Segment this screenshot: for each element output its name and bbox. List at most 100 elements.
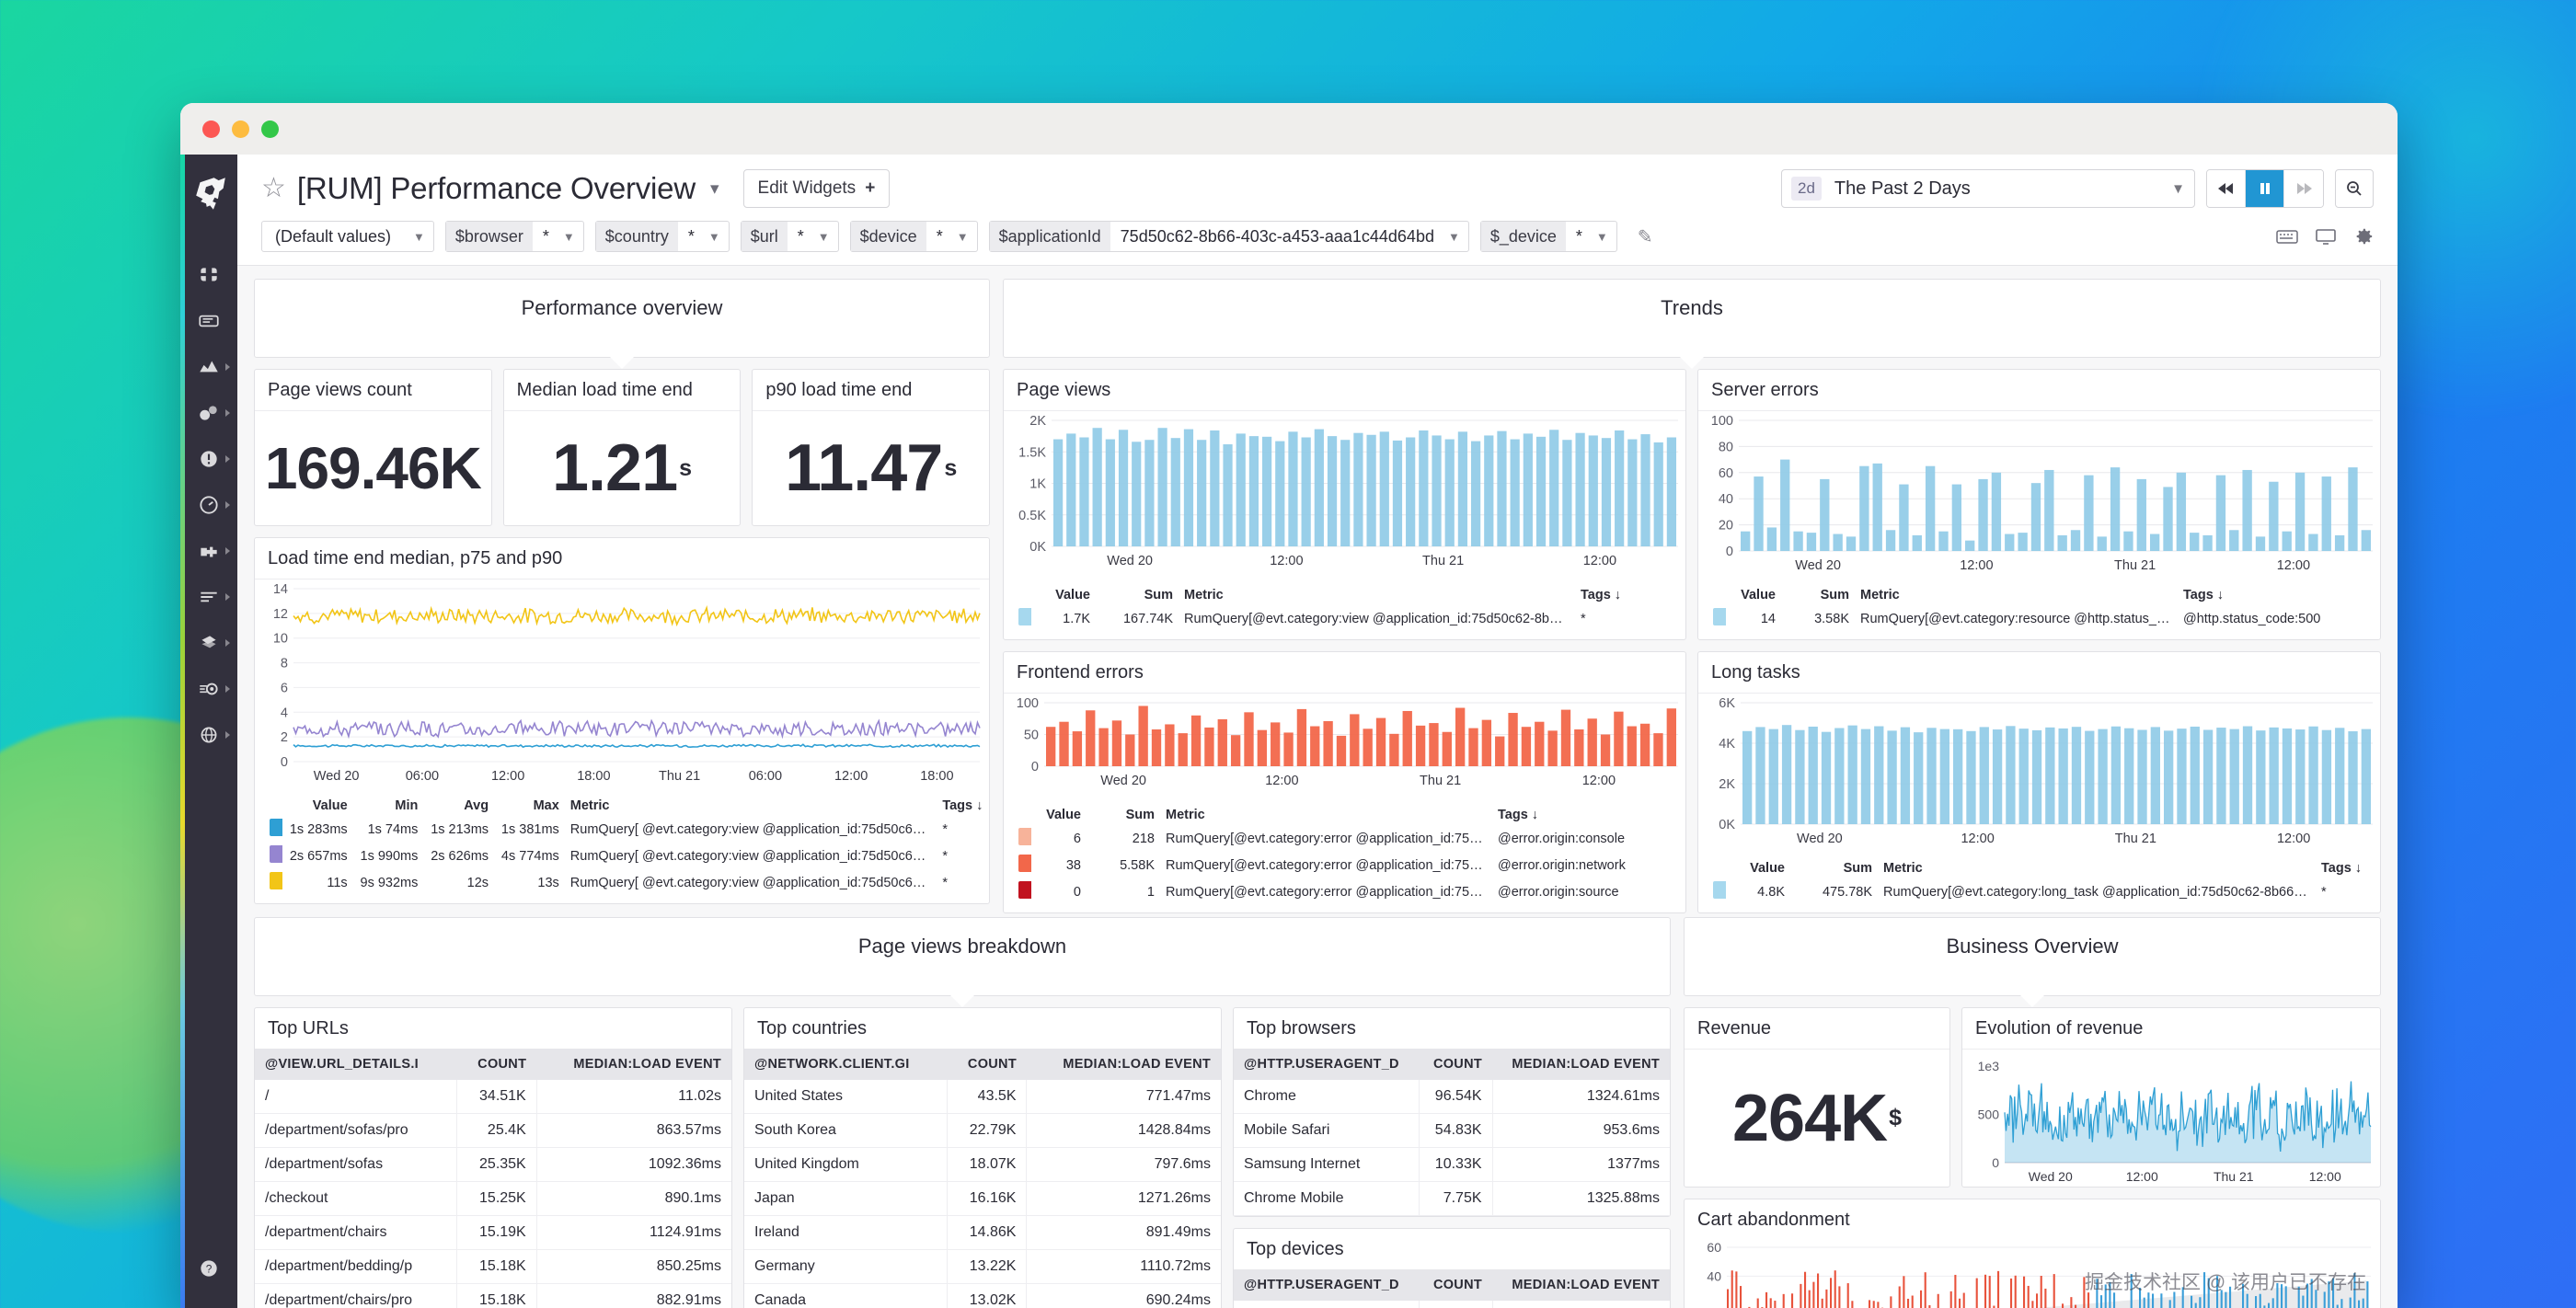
table-row[interactable]: Mobile Safari 54.83K 953.6ms [1234, 1113, 1670, 1148]
chevron-down-icon[interactable]: ▾ [709, 178, 719, 199]
legend-row[interactable]: 0 1 RumQuery[@evt.category:error @applicat… [1013, 878, 1676, 905]
chart-frontend-errors[interactable]: 0 50 100 Wed 20 12:00 Thu 21 12:00 [1004, 694, 1685, 799]
column-header[interactable]: MEDIAN:LOAD EVENT [1492, 1049, 1670, 1080]
sidebar-item-monitors[interactable] [184, 436, 234, 482]
template-var-browser[interactable]: $browser * ▼ [444, 221, 584, 252]
table-row[interactable]: Desktop96.55K1324.57ms [1234, 1301, 1670, 1308]
kpi-body: 11.47 s [753, 411, 989, 525]
template-var-country[interactable]: $country * ▼ [594, 221, 730, 252]
legend-row[interactable]: 14 3.58K RumQuery[@evt.category:resource @… [1708, 605, 2371, 632]
chevron-right-icon [225, 501, 230, 509]
table-cell: 15.25K [456, 1181, 537, 1216]
column-header[interactable]: @HTTP.USERAGENT_D [1234, 1269, 1420, 1301]
template-var-url[interactable]: $url * ▼ [740, 221, 839, 252]
table-top-urls[interactable]: @VIEW.URL_DETAILS.I COUNT MEDIAN:LOAD EVEN… [255, 1049, 731, 1308]
legend-row[interactable]: 6 218 RumQuery[@evt.category:error @applic… [1013, 825, 1676, 852]
table-row[interactable]: Ireland 14.86K 891.49ms [744, 1215, 1221, 1250]
gear-icon[interactable] [2353, 226, 2374, 247]
sidebar-item-dashboards[interactable] [184, 344, 234, 390]
legend-row[interactable]: 1.7K 167.74K RumQuery[@evt.category:view @… [1013, 605, 1676, 632]
rewind-button[interactable] [2207, 170, 2246, 207]
table-row[interactable]: /department/chairs 15.19K 1124.91ms [255, 1215, 731, 1250]
column-header[interactable]: MEDIAN:LOAD EVENT [1026, 1049, 1221, 1080]
table-row[interactable]: Canada 13.02K 690.24ms [744, 1283, 1221, 1308]
column-header[interactable]: COUNT [456, 1049, 537, 1080]
minimize-button[interactable] [232, 120, 249, 138]
table-cell: 43.5K [947, 1080, 1028, 1114]
zoom-button[interactable] [261, 120, 279, 138]
display-icon[interactable] [2315, 227, 2337, 246]
zoom-out-button[interactable] [2335, 169, 2374, 208]
table-row[interactable]: Germany 13.22K 1110.72ms [744, 1249, 1221, 1284]
close-button[interactable] [202, 120, 220, 138]
datadog-logo[interactable] [190, 171, 232, 213]
table-row[interactable]: Chrome Mobile 7.75K 1325.88ms [1234, 1181, 1670, 1216]
sidebar-item-notebooks[interactable] [184, 298, 234, 344]
star-icon[interactable]: ☆ [261, 173, 286, 203]
chart-cart-abandonment[interactable]: 40 60 [1685, 1240, 2380, 1308]
widget-title: Revenue [1685, 1008, 1949, 1050]
sidebar-item-rum[interactable] [184, 666, 234, 712]
sidebar-item-integrations[interactable] [184, 528, 234, 574]
legend-header-tags: Tags ↓ [2321, 861, 2363, 876]
chart-server-errors[interactable]: 0 20 40 60 80 100 Wed 20 12:00 Thu 21 12:00 [1698, 411, 2380, 579]
column-header[interactable]: COUNT [1419, 1049, 1493, 1080]
table-row[interactable]: /checkout 15.25K 890.1ms [255, 1181, 731, 1216]
sidebar-item-watchdog[interactable] [184, 252, 234, 298]
chevron-right-icon [225, 455, 230, 463]
forward-button[interactable] [2284, 170, 2323, 207]
table-row[interactable]: Japan 16.16K 1271.26ms [744, 1181, 1221, 1216]
sidebar-item-infrastructure[interactable] [184, 390, 234, 436]
column-header[interactable]: @HTTP.USERAGENT_D [1234, 1049, 1420, 1080]
table-row[interactable]: South Korea 22.79K 1428.84ms [744, 1113, 1221, 1148]
edit-widgets-button[interactable]: Edit Widgets + [742, 169, 891, 208]
pencil-icon[interactable]: ✎ [1637, 226, 1653, 247]
table-row[interactable]: /department/chairs/pro 15.18K 882.91ms [255, 1283, 731, 1308]
sidebar-item-help[interactable]: ? [184, 1245, 234, 1291]
table-row[interactable]: United States 43.5K 771.47ms [744, 1080, 1221, 1114]
column-header[interactable]: COUNT [1419, 1269, 1493, 1301]
sidebar-item-logs[interactable] [184, 574, 234, 620]
legend-row[interactable]: 2s 657ms 1s 990ms 2s 626ms 4s 774ms RumQuery… [264, 843, 980, 869]
keyboard-icon[interactable] [2276, 227, 2298, 246]
column-header[interactable]: MEDIAN:LOAD EVENT [536, 1049, 731, 1080]
column-header[interactable]: @NETWORK.CLIENT.GI [744, 1049, 948, 1080]
table-cell: 14.86K [947, 1215, 1028, 1250]
legend-tags: * [1581, 611, 1586, 626]
table-top-browsers[interactable]: @HTTP.USERAGENT_D COUNT MEDIAN:LOAD EVENT C… [1234, 1049, 1670, 1216]
column-header[interactable]: MEDIAN:LOAD EVENT [1492, 1269, 1670, 1301]
chart-page-views[interactable]: 0K 0.5K 1K 1.5K 2K Wed 20 12:00 Thu 21 12:00 [1004, 411, 1685, 579]
template-var-_device[interactable]: $_device * ▼ [1479, 221, 1617, 252]
column-header[interactable]: @VIEW.URL_DETAILS.I [255, 1049, 457, 1080]
sidebar-item-synthetics[interactable] [184, 712, 234, 758]
template-default-values[interactable]: (Default values) ▼ [261, 221, 434, 252]
template-var-device[interactable]: $device * ▼ [849, 221, 978, 252]
table-row[interactable]: /34.51K 11.02s [255, 1080, 731, 1114]
table-row[interactable]: United Kingdom 18.07K 797.6ms [744, 1147, 1221, 1182]
table-row[interactable]: Chrome 96.54K 1324.61ms [1234, 1080, 1670, 1114]
widget-long-tasks: Long tasks 0K 2K 4K 6K Wed 20 12:00 Thu 21 12:0… [1697, 651, 2381, 913]
chart-evolution-of-revenue[interactable]: 0 500 1e3 Wed 20 12:00 Thu 21 12:00 [1962, 1050, 2380, 1191]
chart-long-tasks[interactable]: 0K 2K 4K 6K Wed 20 12:00 Thu 21 12:00 [1698, 694, 2380, 853]
chart-load-time[interactable]: 0 2 4 6 8 10 12 14 Wed 20 06:00 12:00 18:00 Thu 21 06… [255, 579, 989, 790]
column-header[interactable]: COUNT [947, 1049, 1027, 1080]
template-var-applicationId[interactable]: $applicationId 75d50c62-8b66-403c-a453-aa… [988, 221, 1469, 252]
svg-text:8: 8 [281, 657, 288, 671]
sidebar-item-security[interactable] [184, 620, 234, 666]
legend-swatch [1013, 878, 1031, 905]
table-row[interactable]: /department/sofas/pro 25.4K 863.57ms [255, 1113, 731, 1148]
legend-value: 14 [1760, 611, 1776, 626]
legend-row[interactable]: 1s 283ms 1s 74ms 1s 213ms 1s 381ms RumQuery[… [264, 816, 980, 843]
pause-button[interactable] [2246, 170, 2284, 207]
svg-text:50: 50 [1024, 729, 1039, 743]
table-row[interactable]: Samsung Internet 10.33K 1377ms [1234, 1147, 1670, 1182]
table-top-countries[interactable]: @NETWORK.CLIENT.GI COUNT MEDIAN:LOAD EVENT… [744, 1049, 1221, 1308]
table-row[interactable]: /department/bedding/p 15.18K 850.25ms [255, 1249, 731, 1284]
time-range-selector[interactable]: 2d The Past 2 Days ▼ [1781, 169, 2195, 208]
sidebar-item-apm[interactable] [184, 482, 234, 528]
table-row[interactable]: /department/sofas 25.35K 1092.36ms [255, 1147, 731, 1182]
legend-row[interactable]: 11s 9s 932ms 12s 13s RumQuery[ @evt.category… [264, 869, 980, 896]
legend-row[interactable]: 38 5.58K RumQuery[@evt.category:error @app… [1013, 852, 1676, 878]
legend-row[interactable]: 4.8K 475.78K RumQuery[@evt.category:long_t… [1708, 878, 2371, 905]
